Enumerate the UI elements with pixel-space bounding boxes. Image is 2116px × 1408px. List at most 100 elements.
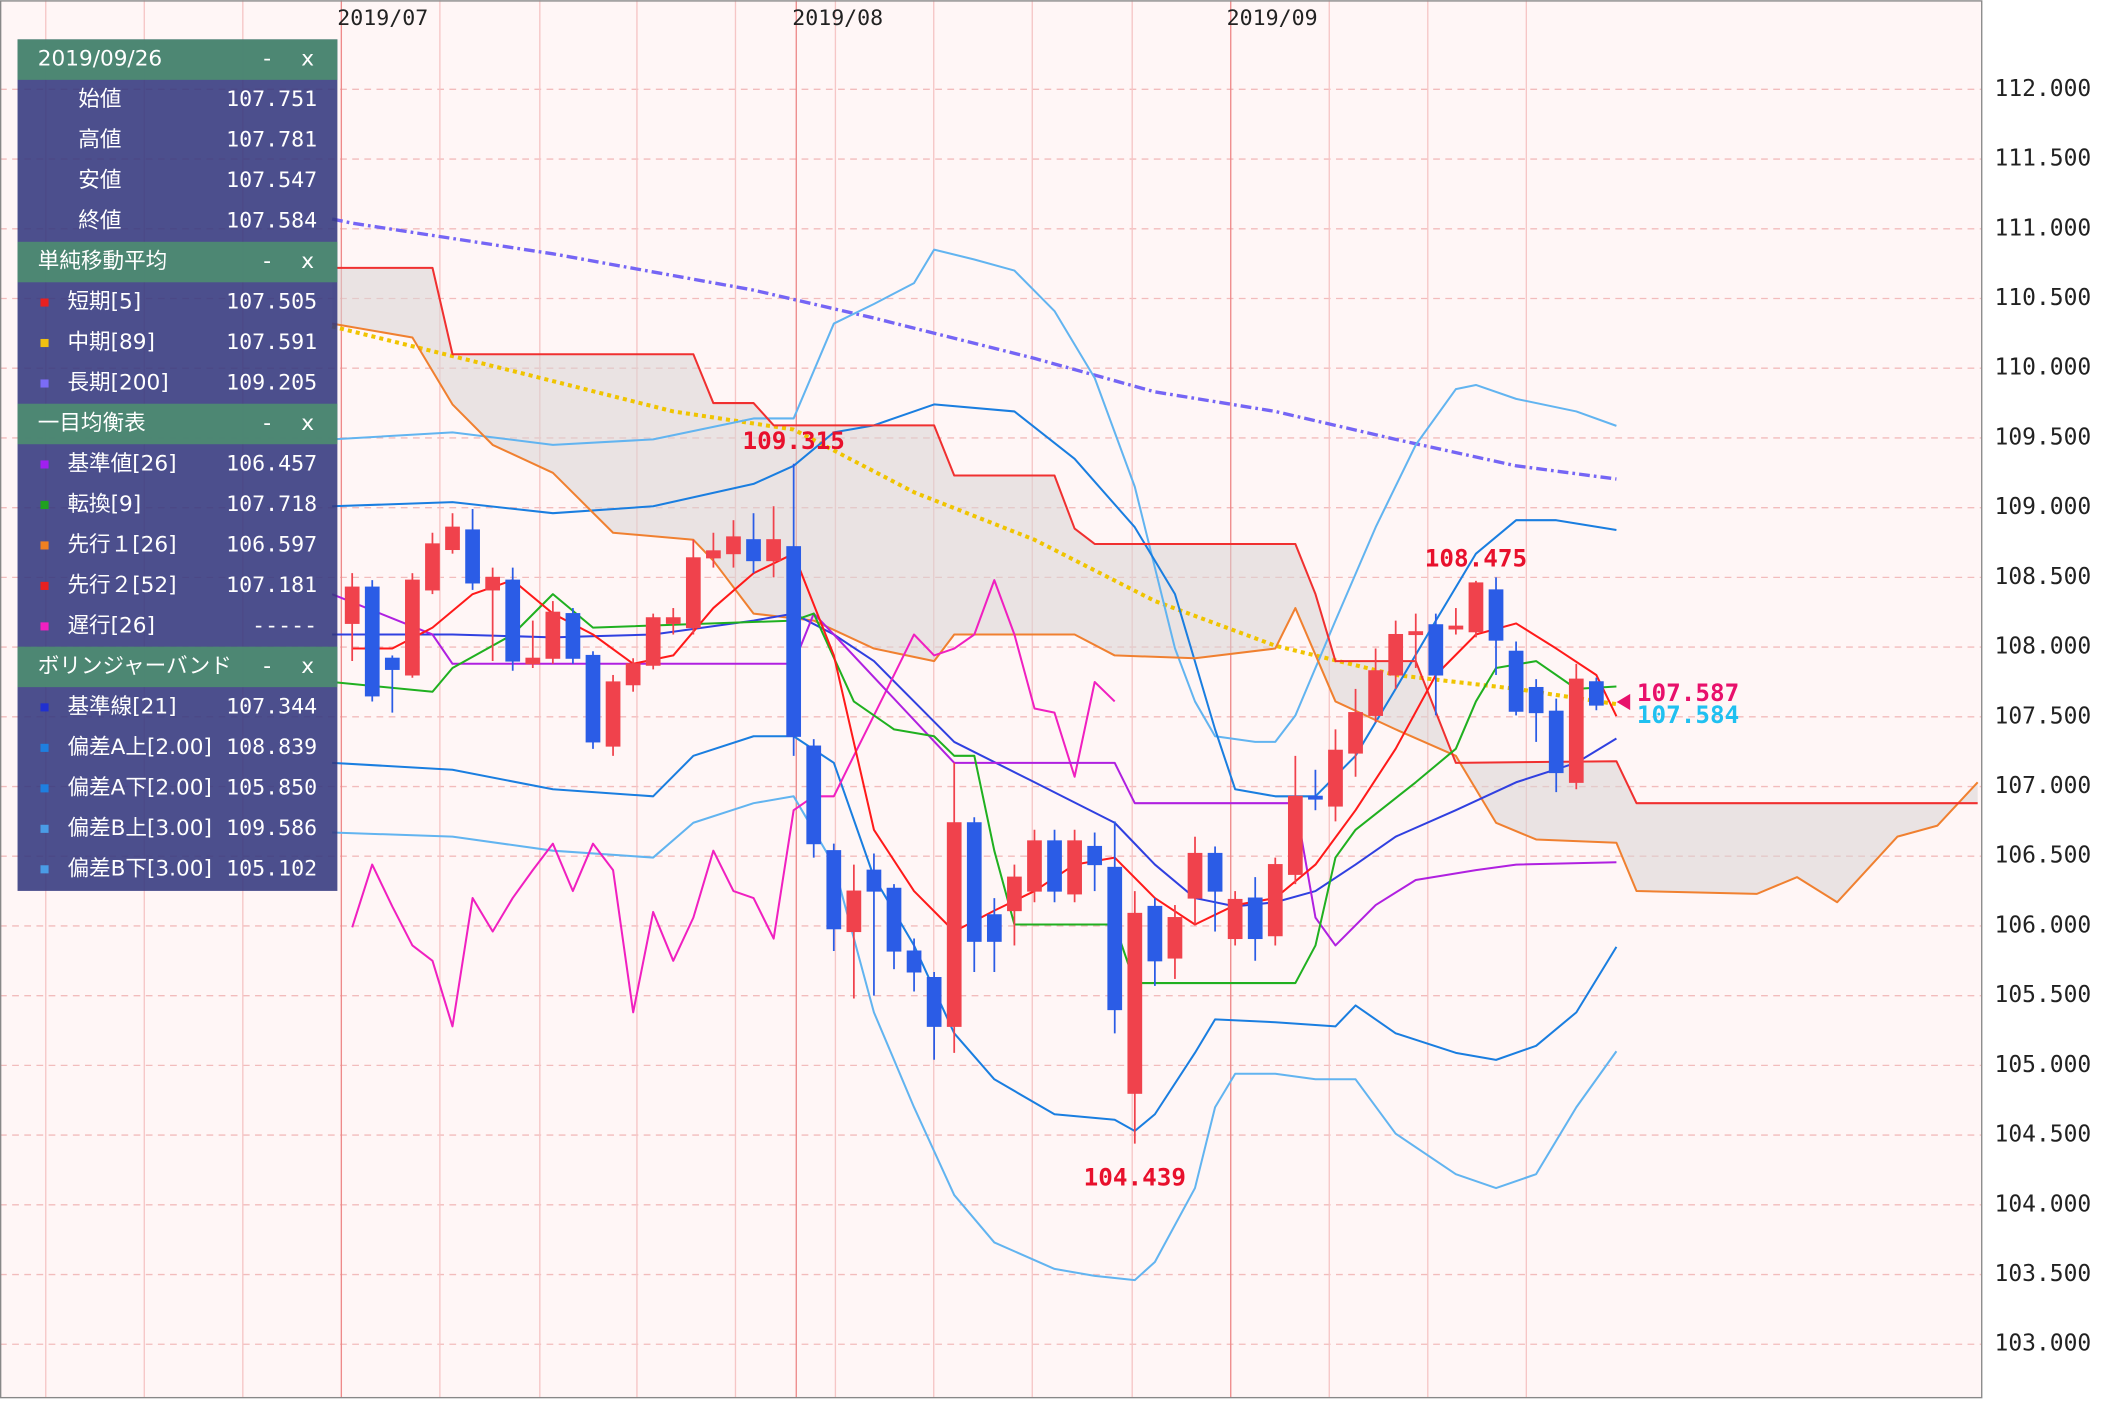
panel-label: 先行１[26] [67, 532, 176, 557]
panel-title: ボリンジャーバンド [38, 654, 232, 679]
y-tick-label: 106.500 [1995, 843, 2092, 869]
candle-body [665, 617, 681, 624]
x-tick-label: 2019/08 [792, 6, 883, 31]
panel-value: 107.505 [226, 290, 317, 315]
candle-body [1187, 852, 1203, 899]
legend-swatch [40, 703, 49, 712]
candle-body [585, 654, 601, 743]
panel-label: 転換[9] [67, 492, 141, 517]
candle-body [1368, 670, 1383, 716]
y-tick-label: 109.500 [1995, 424, 2092, 450]
panel-value: 105.102 [226, 856, 317, 881]
candle-body [826, 850, 842, 930]
panel-header [17, 39, 338, 80]
candle-body [966, 822, 982, 942]
price-label: 107.584 [1637, 700, 1739, 729]
candle-body [866, 869, 882, 892]
panel-value: 106.597 [226, 532, 317, 557]
candle-body [384, 657, 400, 670]
candle-body [1588, 681, 1604, 706]
legend-swatch [40, 379, 49, 388]
y-tick-label: 107.500 [1995, 703, 2092, 729]
y-tick-label: 110.000 [1995, 355, 2092, 381]
extreme-label: 109.315 [742, 426, 844, 455]
indicator-line [332, 735, 1618, 1132]
candle-body [445, 526, 460, 551]
ichimoku-cloud [332, 267, 1978, 903]
panel-title: 2019/09/26 [38, 47, 162, 72]
panel-close[interactable]: x [301, 47, 314, 72]
candle-body [1328, 749, 1343, 807]
candle-body [1388, 633, 1404, 676]
indicator-line [332, 795, 1618, 1282]
y-tick-label: 111.000 [1995, 215, 2092, 241]
candle-body [786, 546, 802, 737]
candle-body [1428, 624, 1444, 676]
candle-body [1508, 650, 1524, 712]
candle-body [1247, 897, 1263, 940]
y-tick-label: 105.500 [1995, 982, 2092, 1008]
candle-body [505, 579, 521, 662]
panel-background [17, 39, 338, 891]
candle-body [545, 611, 561, 659]
panel-value: 107.547 [226, 168, 317, 193]
candle-body [425, 543, 440, 591]
price-marker [1616, 693, 1631, 711]
panel-minimize[interactable]: - [263, 249, 271, 274]
candle-body [1167, 917, 1183, 959]
y-tick-label: 105.000 [1995, 1052, 2092, 1078]
candle-body [1448, 625, 1464, 630]
candle-body [465, 529, 480, 584]
panel-minimize[interactable]: - [263, 411, 271, 436]
candle-body [1227, 898, 1243, 940]
panel-minimize[interactable]: - [263, 47, 271, 72]
candle-body [364, 586, 380, 697]
panel-value: 109.586 [226, 816, 317, 841]
legend-swatch [40, 581, 49, 590]
y-tick-label: 108.000 [1995, 634, 2092, 660]
x-tick-label: 2019/07 [337, 6, 428, 31]
y-axis: 103.000 103.500 104.000 104.500 105.000 105.5… [337, 6, 2091, 1357]
legend-swatch [40, 541, 49, 550]
candle-body [986, 914, 1002, 942]
y-tick-label: 112.000 [1995, 76, 2092, 102]
panel-title: 単純移動平均 [38, 249, 167, 274]
y-tick-label: 107.000 [1995, 773, 2092, 799]
panel-label: 始値 [78, 87, 121, 112]
panel-close[interactable]: x [301, 654, 314, 679]
candle-body [485, 576, 501, 591]
candle-body [1488, 589, 1504, 641]
panel-label: 基準線[21] [67, 694, 176, 719]
candle-body [1047, 840, 1062, 892]
candle-body [1207, 852, 1223, 892]
candle-body [1408, 631, 1424, 636]
panel-close[interactable]: x [301, 249, 314, 274]
panel-label: 偏差A上[2.00] [67, 735, 211, 760]
indicator-line [331, 217, 1617, 481]
indicator-line [331, 322, 1979, 904]
candle-body [1528, 686, 1544, 714]
candle-body [525, 657, 541, 665]
plot-border [0, 0, 1983, 1399]
candle-body [344, 586, 360, 624]
legend-swatch [40, 622, 49, 631]
candle-body [706, 550, 721, 559]
panel-minimize[interactable]: - [263, 654, 271, 679]
y-tick-label: 110.500 [1995, 285, 2092, 311]
panel-value: 107.181 [226, 573, 317, 598]
legend-swatch [40, 338, 49, 348]
candle-body [726, 536, 741, 555]
y-tick-label: 103.000 [1995, 1331, 2092, 1357]
panel-close[interactable]: x [301, 411, 314, 436]
y-tick-label: 109.000 [1995, 494, 2092, 520]
panel-label: 終値 [78, 209, 121, 234]
y-tick-label: 104.500 [1995, 1122, 2092, 1148]
legend-swatch [40, 298, 49, 307]
x-tick-label: 2019/09 [1227, 6, 1318, 31]
candle-body [1007, 876, 1022, 912]
candle-body [926, 977, 942, 1027]
panel-label: 基準値[26] [67, 451, 176, 476]
